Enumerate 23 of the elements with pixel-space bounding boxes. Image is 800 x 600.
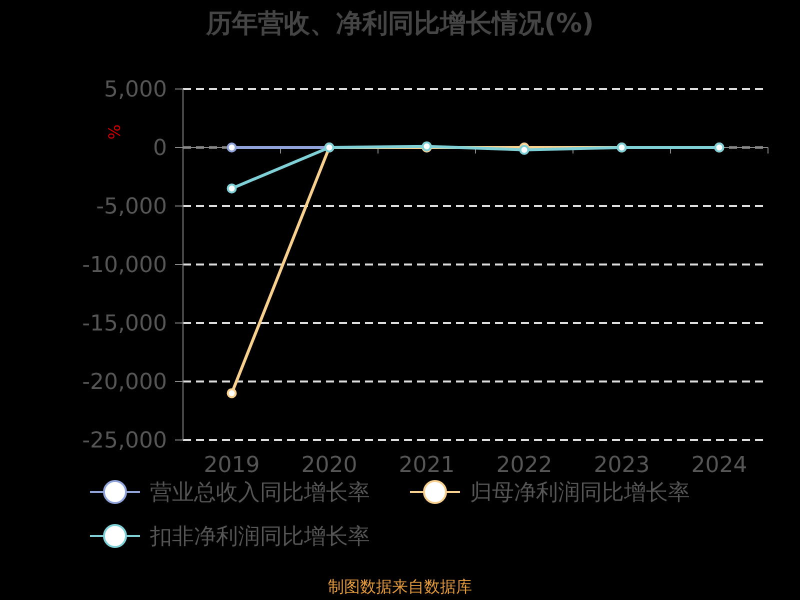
chart-title: 历年营收、净利同比增长情况(%) (205, 9, 594, 39)
x-tick-label: 2024 (691, 453, 748, 478)
legend-label: 归母净利润同比增长率 (470, 480, 690, 506)
legend-label: 扣非净利润同比增长率 (149, 524, 370, 550)
legend-label: 营业总收入同比增长率 (150, 480, 370, 506)
point (226, 183, 237, 194)
x-tick-label: 2021 (398, 453, 455, 478)
y-tick-label: -20,000 (82, 370, 167, 396)
x-tick-label: 2023 (594, 453, 650, 478)
x-tick-label: 2019 (204, 453, 260, 478)
text: 制图数据来自数据库 (328, 577, 472, 596)
point (226, 142, 237, 152)
y-axis-title: % (105, 124, 124, 140)
y-tick-label: -10,000 (82, 253, 167, 278)
x-tick-label: 2020 (301, 453, 358, 478)
point (226, 388, 237, 398)
point (519, 144, 530, 155)
y-tick-label: 0 (153, 136, 167, 162)
y-tick-label: -25,000 (82, 428, 167, 454)
x-tick-label: 2022 (496, 453, 552, 478)
y-tick-label: -15,000 (82, 312, 167, 337)
y-tick-label: -5,000 (96, 194, 167, 220)
y-tick-label: 5,000 (104, 78, 167, 103)
